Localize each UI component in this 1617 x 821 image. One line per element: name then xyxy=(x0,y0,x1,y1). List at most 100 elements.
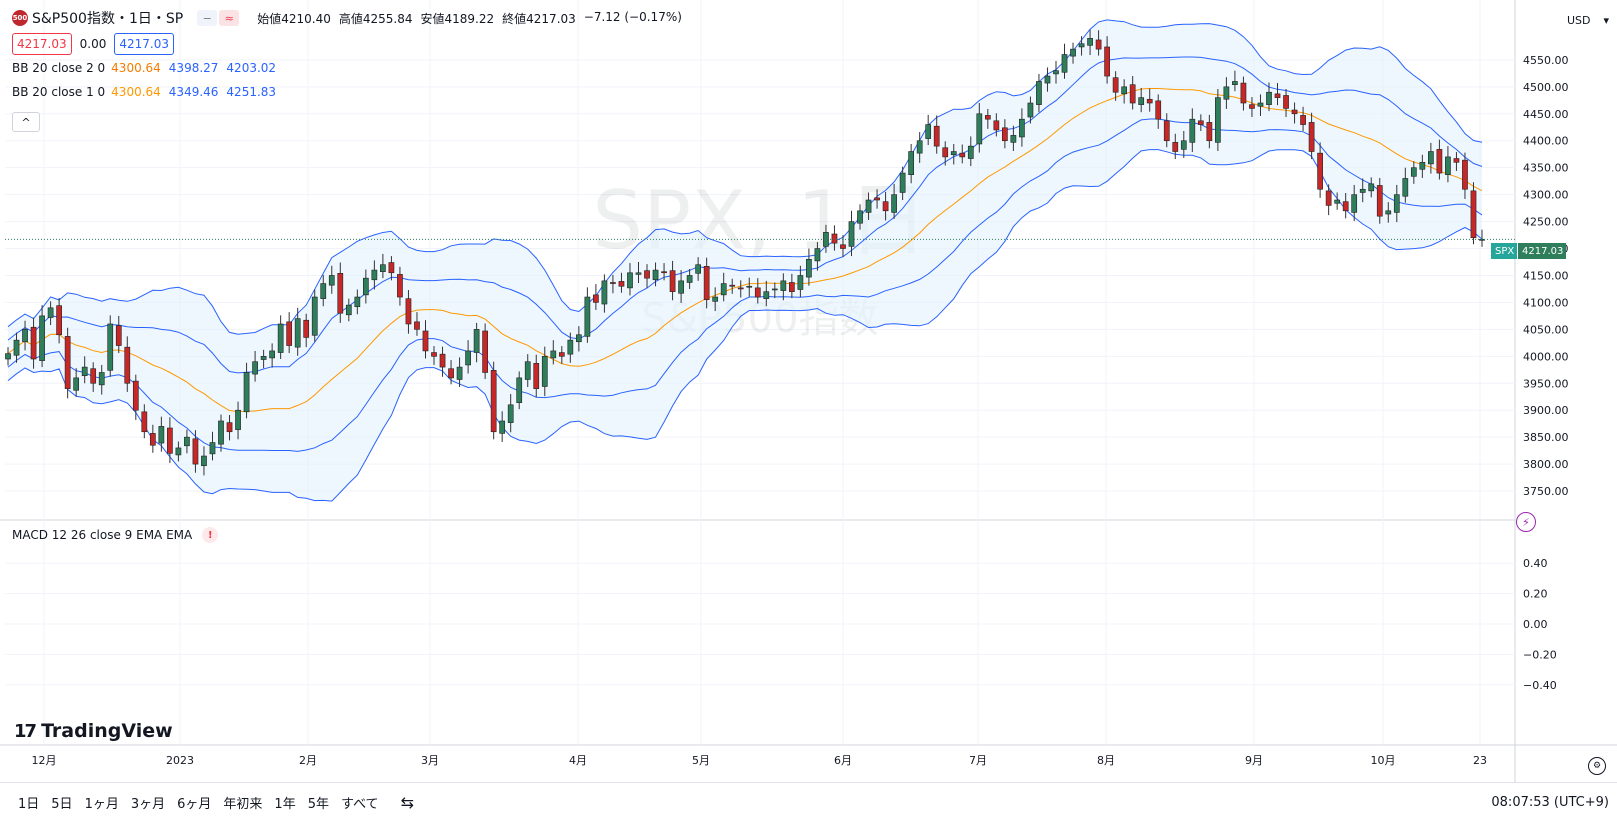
candle-body xyxy=(1410,167,1417,177)
candle-body xyxy=(558,352,565,357)
candle-body xyxy=(507,404,514,423)
x-tick-label: 2023 xyxy=(166,754,194,767)
candle-body xyxy=(610,282,616,284)
change-value: −7.12 (−0.17%) xyxy=(583,9,682,24)
low-value: 4189.22 xyxy=(444,11,495,26)
candle-body xyxy=(1436,149,1443,174)
candle-body xyxy=(490,370,497,433)
x-tick-label: 8月 xyxy=(1097,754,1115,767)
candle-body xyxy=(201,455,207,467)
bolt-icon[interactable]: ⚡ xyxy=(1516,512,1536,532)
collapse-legend-button[interactable]: ^ xyxy=(12,112,40,132)
candle-body xyxy=(874,197,880,201)
candle-body xyxy=(1206,122,1213,142)
candle-body xyxy=(916,140,923,154)
y-tick-label: 3850.00 xyxy=(1523,431,1569,444)
candle-body xyxy=(1189,118,1196,143)
macd-y-tick-label: −0.20 xyxy=(1523,648,1557,661)
macd-label: MACD 12 26 close 9 EMA EMA xyxy=(12,528,193,542)
buy-price-box[interactable]: 4217.03 xyxy=(114,33,174,55)
candle-body xyxy=(823,232,829,247)
candle-body xyxy=(806,259,812,278)
macd-y-tick-label: 0.20 xyxy=(1523,588,1548,601)
y-tick-label: 3900.00 xyxy=(1523,404,1569,417)
indicator-bb2[interactable]: BB 20 close 2 0 4300.64 4398.27 4203.02 xyxy=(12,56,682,80)
candle-body xyxy=(593,294,599,303)
settings-icon[interactable]: ⚙ xyxy=(1588,757,1606,775)
candle-body xyxy=(175,447,182,456)
candle-body xyxy=(1359,188,1366,193)
x-tick-label: 10月 xyxy=(1371,754,1396,767)
candle-body xyxy=(720,283,727,296)
candle-body xyxy=(1121,86,1128,95)
indicator-bb1[interactable]: BB 20 close 1 0 4300.64 4349.46 4251.83 xyxy=(12,80,682,104)
x-tick-label: 7月 xyxy=(969,754,987,767)
warning-icon[interactable]: ! xyxy=(202,527,219,543)
candle-body xyxy=(1172,142,1179,152)
period-button[interactable]: 1ヶ月 xyxy=(84,796,119,812)
period-button[interactable]: 3ヶ月 xyxy=(130,796,166,812)
symbol-title[interactable]: S&P500指数・1日・SP xyxy=(32,11,184,27)
tradingview-text: TradingView xyxy=(41,720,173,742)
period-button[interactable]: 1日 xyxy=(18,796,40,812)
currency-label: USD xyxy=(1567,13,1591,27)
candle-body xyxy=(1129,84,1136,104)
y-tick-label: 3750.00 xyxy=(1523,485,1569,498)
candle-body xyxy=(1002,127,1008,142)
period-button[interactable]: 年初来 xyxy=(223,796,263,812)
compare-icon[interactable]: ≈ xyxy=(219,10,240,26)
candle-body xyxy=(1376,185,1383,217)
period-button[interactable]: 5年 xyxy=(307,796,329,812)
candle-body xyxy=(1308,122,1315,152)
sell-price-box[interactable]: 4217.03 xyxy=(12,33,72,55)
price-box-row: 4217.03 0.00 4217.03 xyxy=(12,32,682,56)
y-tick-label: 4100.00 xyxy=(1523,296,1569,309)
period-button[interactable]: 6ヶ月 xyxy=(177,796,212,812)
date-range-icon[interactable]: ⇆ xyxy=(400,792,414,812)
candle-body xyxy=(950,151,957,156)
candle-body xyxy=(311,296,318,336)
bb-lower-value: 4203.02 xyxy=(226,61,277,75)
candle-body xyxy=(22,329,28,343)
period-button[interactable]: すべて xyxy=(340,796,379,812)
candle-body xyxy=(354,296,361,308)
candle-body xyxy=(550,350,557,359)
low-label: 安値 xyxy=(420,11,445,26)
candle-body xyxy=(797,275,804,290)
candle-body xyxy=(516,377,523,403)
x-tick-label: 23 xyxy=(1473,754,1487,767)
candle-body xyxy=(167,427,173,454)
minus-icon[interactable]: − xyxy=(197,10,218,26)
candle-body xyxy=(925,124,932,139)
tradingview-logo[interactable]: 17 TradingView xyxy=(14,720,173,742)
candle-body xyxy=(933,125,940,147)
candle-body xyxy=(1104,46,1110,77)
bb-basis-line xyxy=(7,88,1483,413)
candle-body xyxy=(64,336,71,389)
candle-body xyxy=(908,151,915,175)
candle-body xyxy=(763,291,770,299)
period-button[interactable]: 5日 xyxy=(51,796,73,812)
candle-body xyxy=(1138,97,1145,105)
candle-body xyxy=(243,372,250,413)
candle-body xyxy=(260,356,267,360)
candle-body xyxy=(533,363,540,389)
candle-body xyxy=(371,269,378,281)
clock[interactable]: 08:07:53 (UTC+9) xyxy=(1491,794,1609,810)
candle-body xyxy=(226,422,233,433)
macd-legend[interactable]: MACD 12 26 close 9 EMA EMA ! xyxy=(12,527,219,543)
candle-body xyxy=(882,201,889,212)
period-button[interactable]: 1年 xyxy=(274,796,296,812)
candle-body xyxy=(1010,135,1017,143)
candle-body xyxy=(362,277,369,296)
candle-body xyxy=(431,352,437,357)
bb-upper-2sd-line xyxy=(7,19,1483,335)
bottom-toolbar: 1日 5日 1ヶ月 3ヶ月 6ヶ月 年初来 1年 5年 すべて ⇆ 08:07:53 (UTC+… xyxy=(0,782,1617,821)
y-tick-label: 4350.00 xyxy=(1523,162,1569,175)
candle-body xyxy=(1215,97,1221,143)
candle-body xyxy=(1368,183,1375,192)
y-tick-label: 4050.00 xyxy=(1523,323,1569,336)
currency-selector[interactable]: USD ▾ xyxy=(1563,9,1613,31)
candle-body xyxy=(703,266,710,301)
